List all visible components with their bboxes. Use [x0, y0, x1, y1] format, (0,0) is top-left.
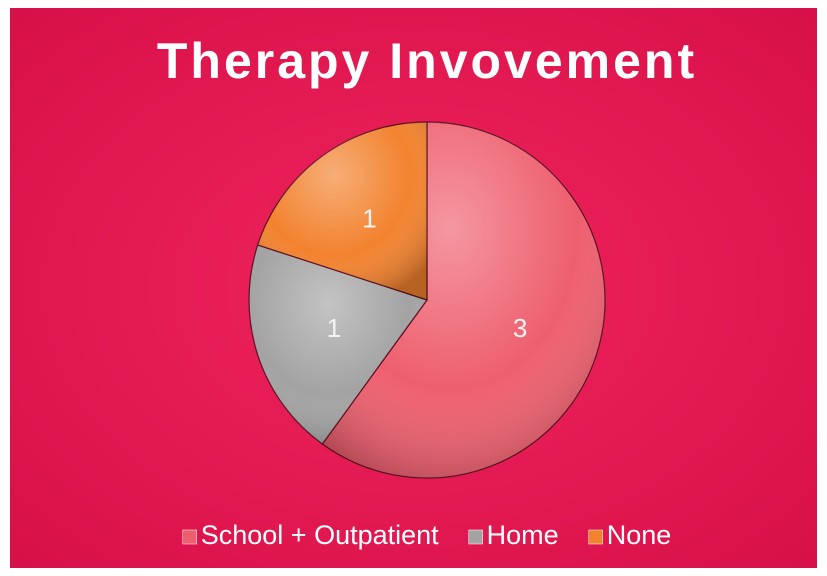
legend-label: Home	[487, 520, 559, 550]
legend-marker	[588, 529, 603, 545]
legend-marker	[182, 529, 197, 545]
data-label: 1	[327, 313, 341, 343]
legend-label: School + Outpatient	[201, 520, 439, 550]
chart-title: Therapy Invovement	[157, 33, 697, 89]
data-label: 3	[513, 313, 527, 343]
data-label: 1	[362, 204, 376, 234]
legend-marker	[468, 529, 483, 545]
legend-label: None	[607, 520, 672, 550]
